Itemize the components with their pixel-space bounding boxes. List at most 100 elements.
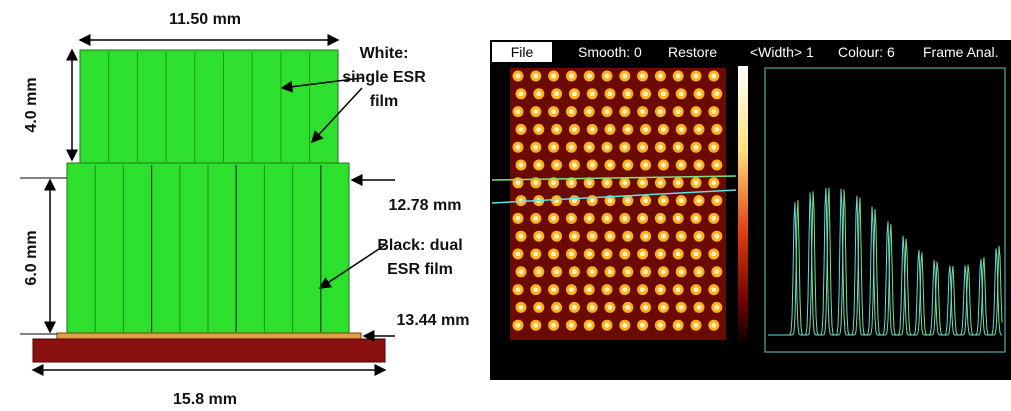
spot-core	[587, 74, 592, 79]
software-panel: File Smooth: 0 Restore <Width> 1 Colour:…	[490, 40, 1011, 380]
spot-core	[572, 127, 577, 132]
dim-label: 13.44 mm	[397, 312, 470, 329]
spot-core	[622, 74, 627, 79]
spot-core	[658, 180, 663, 185]
spot-core	[643, 269, 648, 274]
spot-core	[533, 252, 538, 257]
spot-core	[643, 127, 648, 132]
spot-core	[640, 145, 645, 150]
menu-item[interactable]: Smooth: 0	[578, 44, 642, 60]
spot-core	[625, 127, 630, 132]
spot-core	[694, 216, 699, 221]
spot-core	[608, 91, 613, 96]
spot-core	[643, 198, 648, 203]
spot-core	[643, 163, 648, 168]
spot-core	[714, 91, 719, 96]
spot-core	[536, 127, 541, 132]
spot-core	[640, 180, 645, 185]
spot-core	[516, 287, 521, 292]
spot-core	[679, 163, 684, 168]
esr-diagram: 11.50 mm 4.0 mm 6.0 mm 12.78 mm 13.44 mm…	[20, 11, 469, 408]
spot-core	[714, 127, 719, 132]
spot-core	[536, 269, 541, 274]
spot-core	[572, 305, 577, 310]
spot-core	[711, 252, 716, 257]
spot-core	[711, 74, 716, 79]
spot-core	[625, 198, 630, 203]
spot-core	[661, 269, 666, 274]
menu-item[interactable]: Frame Anal.	[923, 44, 998, 60]
spot-core	[590, 127, 595, 132]
spot-core	[572, 234, 577, 239]
spot-core	[697, 163, 702, 168]
spot-core	[608, 198, 613, 203]
menu-item[interactable]: File	[511, 44, 534, 60]
annotation: single ESR	[342, 69, 426, 86]
spot-core	[658, 216, 663, 221]
annotation: film	[370, 93, 398, 110]
spot-core	[643, 91, 648, 96]
spot-core	[605, 252, 610, 257]
spot-core	[516, 74, 521, 79]
spot-core	[569, 252, 574, 257]
spot-core	[640, 287, 645, 292]
spot-core	[676, 323, 681, 328]
spot-core	[714, 305, 719, 310]
spot-core	[711, 323, 716, 328]
spot-core	[697, 91, 702, 96]
dim-label: 4.0 mm	[23, 77, 40, 132]
spot-core	[711, 287, 716, 292]
spot-core	[625, 163, 630, 168]
spot-core	[622, 109, 627, 114]
spot-core	[622, 145, 627, 150]
spot-core	[661, 91, 666, 96]
spot-core	[661, 127, 666, 132]
spot-core	[572, 269, 577, 274]
spot-core	[658, 287, 663, 292]
spot-core	[590, 91, 595, 96]
spot-core	[590, 305, 595, 310]
spot-core	[519, 163, 524, 168]
spot-core	[590, 269, 595, 274]
spot-core	[533, 145, 538, 150]
annotation: Black: dual	[377, 237, 462, 254]
spot-core	[536, 91, 541, 96]
spot-core	[622, 216, 627, 221]
spot-core	[587, 323, 592, 328]
spot-core	[516, 145, 521, 150]
spot-core	[640, 216, 645, 221]
spot-core	[554, 269, 559, 274]
spot-core	[587, 180, 592, 185]
base-layer	[57, 333, 361, 339]
spot-core	[714, 234, 719, 239]
spot-core	[608, 234, 613, 239]
spot-core	[608, 163, 613, 168]
spot-core	[625, 269, 630, 274]
spot-core	[551, 145, 556, 150]
spot-core	[714, 163, 719, 168]
spot-core	[714, 198, 719, 203]
spot-core	[679, 269, 684, 274]
spot-core	[569, 74, 574, 79]
spot-core	[554, 234, 559, 239]
spot-core	[605, 180, 610, 185]
spot-core	[640, 323, 645, 328]
spot-core	[676, 74, 681, 79]
spot-core	[554, 127, 559, 132]
spot-core	[658, 145, 663, 150]
spot-core	[519, 91, 524, 96]
spot-core	[551, 180, 556, 185]
menu-item[interactable]: <Width> 1	[750, 44, 814, 60]
spot-core	[622, 323, 627, 328]
spot-core	[679, 198, 684, 203]
spot-core	[694, 287, 699, 292]
menu-item[interactable]: Restore	[668, 44, 717, 60]
spot-core	[519, 305, 524, 310]
spot-core	[625, 234, 630, 239]
dim-label: 15.8 mm	[173, 391, 237, 408]
menu-item[interactable]: Colour: 6	[838, 44, 895, 60]
spot-core	[516, 252, 521, 257]
spot-core	[661, 234, 666, 239]
spot-core	[697, 269, 702, 274]
spot-core	[551, 287, 556, 292]
